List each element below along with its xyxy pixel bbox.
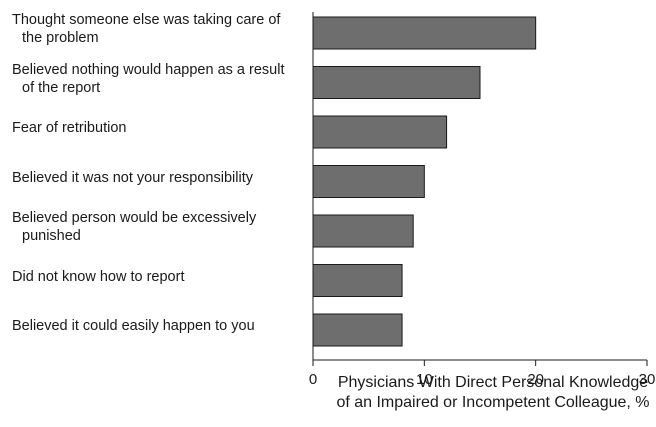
category-label-line: Believed nothing would happen as a resul… [12,61,285,78]
category-label-line: Did not know how to report [12,268,185,285]
x-ticks-group: 0 10 20 30 [309,360,656,388]
bar-6 [312,264,403,297]
category-label-line: Believed it could easily happen to you [12,318,255,334]
category-label-line: of the report [22,79,101,96]
bars-group [312,16,537,347]
x-tick-label: 30 [639,371,656,388]
bar-2 [312,66,481,99]
category-label-1: Thought someone else was taking care of t… [12,11,307,47]
category-label-6: Did not know how to report [12,268,307,286]
bar-4 [312,165,425,198]
x-tick-label: 10 [416,371,433,388]
x-axis-title-line-2: of an Impaired or Incompetent Colleague,… [336,394,650,411]
category-label-2: Believed nothing would happen as a resul… [12,61,307,97]
x-tick-label: 20 [527,371,544,388]
category-label-5: Believed person would be excessively puni… [12,209,307,245]
bar-5 [312,214,414,248]
bar-1 [312,16,537,50]
bar-7 [312,313,403,347]
x-axis-title: Physicians With Direct Personal Knowledg… [300,373,656,413]
category-label-line: Believed it was not your responsibility [12,169,253,186]
category-label-line: the problem [22,30,99,46]
bar-3 [312,115,448,149]
category-label-line: Thought someone else was taking care of [12,12,281,28]
x-tick-label: 0 [309,371,317,388]
category-label-line: Believed person would be excessively [12,210,257,226]
category-label-line: punished [22,228,81,244]
category-label-line: Fear of retribution [12,120,127,136]
x-axis-title-line-1: Physicians With Direct Personal Knowledg… [337,374,649,391]
category-label-4: Believed it was not your responsibility [12,169,307,187]
category-label-3: Fear of retribution [12,119,307,137]
category-label-7: Believed it could easily happen to you [12,317,307,335]
